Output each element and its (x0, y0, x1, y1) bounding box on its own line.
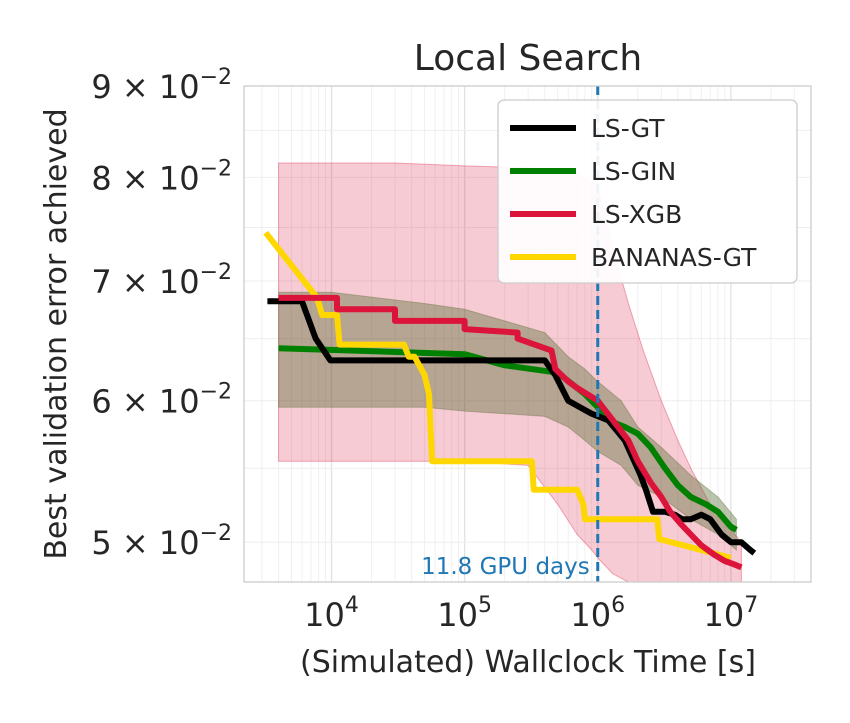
x-tick-label: 107 (704, 593, 759, 634)
plot-frame (243, 85, 812, 583)
x-tick-label: 104 (304, 593, 359, 634)
y-tick-label: 6 × 10−2 (91, 380, 232, 421)
legend-label-ls-gt: LS-GT (591, 114, 665, 143)
series-line-bananas-gt (263, 230, 732, 561)
legend: LS-GT LS-GIN LS-XGB BANANAS-GT (497, 99, 798, 284)
series-line-ls-gin (278, 345, 738, 533)
chart-title: Local Search (414, 38, 642, 79)
y-tick-label: 5 × 10−2 (91, 521, 232, 562)
series-line-ls-gt (267, 298, 757, 556)
annotations: 11.8 GPU days (421, 86, 600, 582)
y-tick-label: 9 × 10−2 (91, 65, 232, 106)
legend-label-bananas-gt: BANANAS-GT (591, 243, 757, 272)
x-tick-label: 105 (437, 593, 492, 634)
y-axis-label: Best validation error achieved (39, 108, 74, 559)
y-tick-label: 8 × 10−2 (91, 156, 232, 197)
x-axis-label: (Simulated) Wallclock Time [s] (300, 645, 756, 680)
legend-label-ls-gin: LS-GIN (591, 157, 676, 186)
tick-labels: 104 105 106 107 5 × 10−2 6 × 10−2 7 × 10−2 8 × … (91, 65, 758, 634)
x-tick-label: 106 (570, 593, 625, 634)
legend-box (497, 99, 798, 284)
band-ls-gt (278, 291, 737, 552)
y-tick-label: 7 × 10−2 (91, 260, 232, 301)
legend-label-ls-xgb: LS-XGB (591, 200, 682, 229)
annotation-label: 11.8 GPU days (421, 554, 590, 580)
